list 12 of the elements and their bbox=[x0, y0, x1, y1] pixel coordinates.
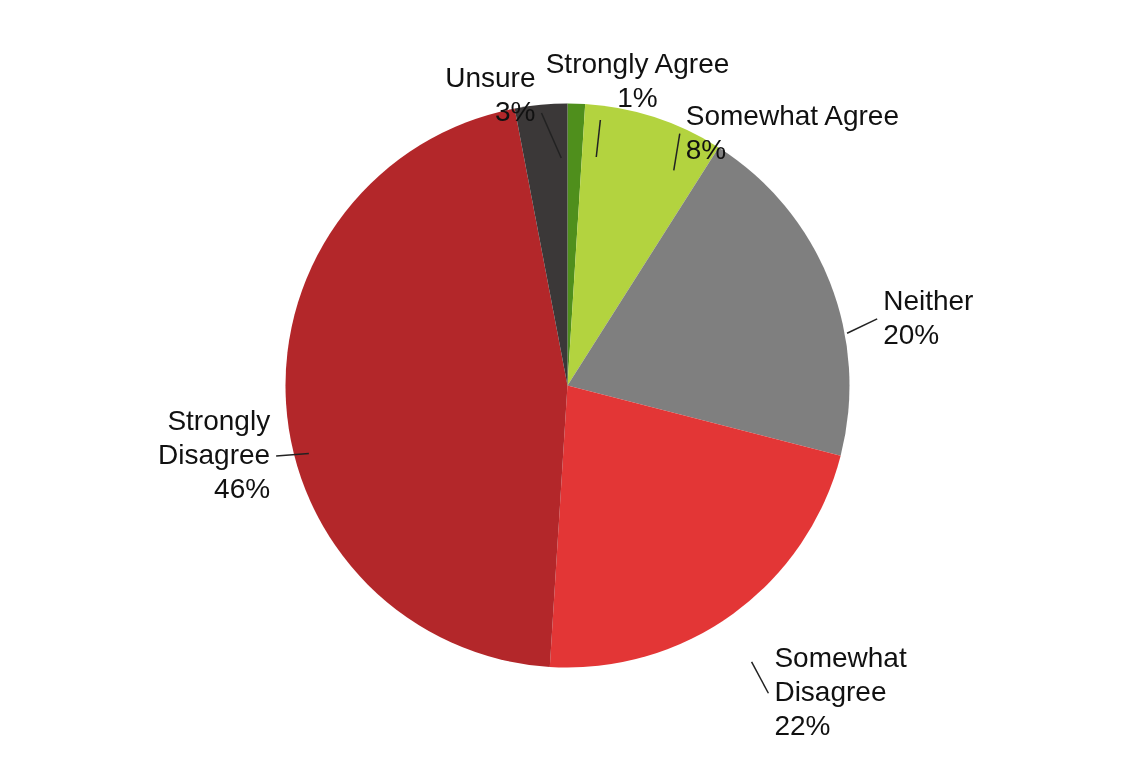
data-label: 46% bbox=[214, 472, 271, 504]
data-label: 1% bbox=[617, 82, 658, 113]
slice-label: Strongly Agree bbox=[545, 48, 730, 79]
data-label: 22% bbox=[774, 710, 831, 742]
data-label: 8% bbox=[685, 133, 727, 165]
data-label: 3% bbox=[495, 96, 536, 127]
slice-label: Somewhat Agree bbox=[685, 99, 900, 131]
slice-label: Neither bbox=[883, 284, 974, 316]
slice-label: Strongly Disagree bbox=[158, 404, 271, 470]
slice-label: Somewhat Disagree bbox=[774, 642, 907, 708]
slice-label: Unsure bbox=[445, 62, 536, 93]
data-label: 20% bbox=[883, 318, 940, 350]
